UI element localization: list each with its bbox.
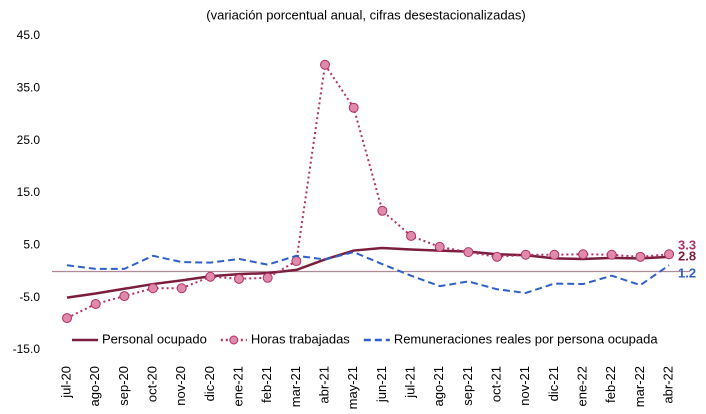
marker [635, 251, 646, 262]
y-tick-label: -5.0 [19, 290, 40, 304]
marker [434, 241, 445, 252]
marker [291, 256, 302, 267]
marker [406, 230, 417, 241]
legend-label: Horas trabajadas [251, 331, 350, 346]
x-tick-label: abr-21 [316, 366, 331, 404]
y-tick-label: 45.0 [17, 28, 41, 42]
x-tick-label: dic-20 [202, 366, 217, 401]
x-tick-label: mar-21 [288, 366, 303, 407]
marker [62, 313, 72, 324]
marker [176, 283, 187, 294]
x-tick-label: nov-21 [517, 366, 532, 406]
x-tick-label: ene-21 [230, 366, 245, 406]
marker [492, 251, 503, 262]
x-tick-label: jun-21 [374, 366, 389, 403]
marker [664, 249, 675, 260]
x-tick-label: feb-22 [603, 366, 618, 403]
marker [520, 249, 531, 260]
end-label: 2.8 [678, 248, 696, 263]
marker [148, 283, 159, 294]
marker [377, 205, 388, 216]
series-line [66, 251, 670, 294]
marker [320, 59, 331, 70]
x-tick-label: mar-22 [632, 366, 647, 407]
marker [90, 298, 101, 309]
end-label: 3.3 [678, 238, 696, 253]
y-tick-label: 35.0 [17, 81, 41, 95]
x-tick-label: oct-20 [144, 366, 159, 402]
series-line [66, 62, 670, 319]
end-label: 1.2 [678, 266, 696, 281]
x-tick-label: feb-21 [259, 366, 274, 403]
marker [348, 102, 359, 113]
chart-subtitle: (variación porcentual anual, cifras dese… [206, 7, 525, 22]
y-tick-label: 5.0 [23, 238, 40, 252]
marker [234, 273, 245, 284]
series-line [66, 246, 670, 299]
marker [119, 291, 130, 302]
x-tick-label: jul-20 [58, 366, 73, 399]
x-tick-label: abr-22 [661, 366, 676, 404]
x-tick-label: nov-20 [173, 366, 188, 406]
marker [578, 249, 589, 260]
legend-label: Personal ocupado [102, 331, 207, 346]
legend-marker [229, 335, 239, 345]
marker [262, 272, 273, 283]
x-tick-label: sep-20 [116, 366, 131, 406]
marker [549, 249, 560, 260]
y-tick-label: 15.0 [17, 185, 41, 199]
legend-label: Remuneraciones reales por persona ocupad… [394, 331, 659, 346]
marker [205, 271, 216, 282]
x-tick-label: jul-21 [402, 366, 417, 399]
x-tick-label: dic-21 [546, 366, 561, 401]
x-tick-label: may-21 [345, 366, 360, 409]
x-tick-label: ene-22 [574, 366, 589, 406]
y-tick-label: -15.0 [13, 342, 41, 356]
x-tick-label: oct-21 [488, 366, 503, 402]
marker [463, 247, 474, 258]
x-tick-label: ago-20 [87, 366, 102, 406]
x-tick-label: sep-21 [460, 366, 475, 406]
marker [606, 249, 617, 260]
x-tick-label: ago-21 [431, 366, 446, 406]
y-tick-label: 25.0 [17, 133, 41, 147]
